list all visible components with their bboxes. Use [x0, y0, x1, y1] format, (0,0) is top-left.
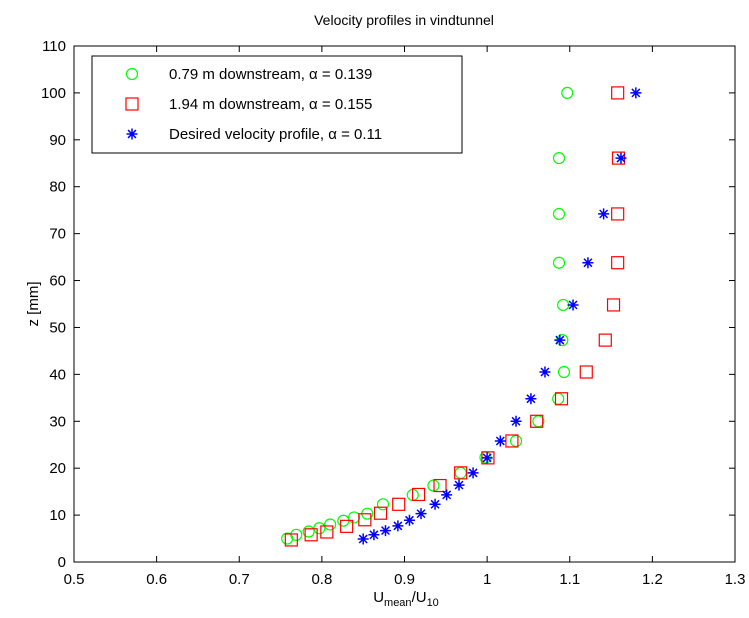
data-markers — [281, 86, 642, 547]
x-axis-label-sub2: 10 — [427, 597, 439, 609]
data-point-asterisk — [539, 366, 551, 378]
data-point-circle — [552, 207, 566, 221]
data-point-square — [284, 533, 298, 547]
data-point-asterisk — [453, 479, 465, 491]
y-tick-label: 30 — [49, 413, 66, 430]
x-tick-label: 0.9 — [394, 571, 415, 588]
data-point-square — [606, 298, 621, 312]
data-point-square — [340, 519, 354, 533]
data-point-square — [454, 466, 468, 480]
data-point-square — [530, 414, 544, 428]
data-point-square — [611, 207, 625, 221]
series-asterisk — [357, 87, 642, 545]
x-tick-label: 1.3 — [725, 571, 746, 588]
data-point-square — [320, 525, 334, 539]
data-point-asterisk — [567, 299, 579, 311]
y-tick-label: 50 — [49, 319, 66, 336]
data-point-square — [304, 528, 318, 542]
data-point-square — [611, 256, 625, 270]
data-point-circle — [427, 479, 440, 492]
x-tick-label: 1.2 — [642, 571, 663, 588]
chart-title: Velocity profiles in vindtunnel — [314, 12, 494, 28]
axis-ticks: 0.5 0.6 0.7 0.8 0.9 1 1.1 1.2 1.3 0 10 20 30 40 50 60 70… — [41, 38, 745, 588]
data-point-asterisk — [379, 525, 391, 537]
legend-marker-circle — [125, 67, 139, 81]
y-tick-label: 40 — [49, 366, 66, 383]
x-axis-label-sub1: mean — [384, 597, 412, 609]
legend-label: 1.94 m downstream, α = 0.155 — [169, 96, 372, 113]
x-axis-label: Umean/U10 — [373, 589, 439, 609]
data-point-square — [598, 333, 612, 347]
y-tick-label: 110 — [42, 38, 66, 55]
data-point-circle — [376, 498, 390, 511]
x-tick-label: 0.5 — [64, 571, 85, 588]
legend-label: Desired velocity profile, α = 0.11 — [169, 126, 382, 143]
data-point-asterisk — [510, 415, 522, 427]
y-tick-label: 0 — [58, 554, 66, 571]
data-point-asterisk — [598, 208, 610, 220]
data-point-asterisk — [615, 152, 627, 164]
legend-label: 0.79 m downstream, α = 0.139 — [169, 66, 372, 83]
x-tick-label: 0.8 — [311, 571, 332, 588]
data-point-circle — [552, 152, 566, 165]
data-point-square — [554, 392, 569, 406]
x-tick-label: 0.7 — [229, 571, 250, 588]
data-point-circle — [557, 365, 571, 379]
data-point-asterisk — [429, 498, 441, 510]
data-point-asterisk — [467, 467, 479, 479]
data-point-asterisk — [403, 514, 415, 526]
y-tick-label: 90 — [49, 132, 66, 149]
data-point-square — [392, 497, 406, 511]
data-point-asterisk — [630, 87, 642, 99]
data-point-circle — [552, 256, 566, 269]
x-tick-label: 0.6 — [146, 571, 167, 588]
series-square — [284, 86, 626, 547]
y-tick-label: 20 — [49, 460, 66, 477]
data-point-asterisk — [525, 393, 537, 405]
data-point-square — [505, 434, 519, 448]
data-point-asterisk — [582, 257, 594, 269]
legend-marker-asterisk — [126, 128, 138, 140]
y-tick-label: 70 — [49, 226, 66, 243]
data-point-asterisk — [481, 452, 493, 464]
y-tick-label: 100 — [41, 85, 66, 102]
legend-marker-square — [125, 97, 139, 111]
data-point-square — [611, 86, 625, 100]
data-point-circle — [302, 525, 315, 538]
data-point-asterisk — [368, 529, 380, 541]
y-tick-label: 80 — [49, 179, 66, 196]
legend: 0.79 m downstream, α = 0.139 1.94 m downs… — [91, 55, 463, 154]
x-tick-label: 1 — [483, 571, 491, 588]
data-point-circle — [324, 518, 337, 531]
data-point-square — [373, 506, 388, 520]
y-tick-label: 60 — [49, 273, 66, 290]
x-tick-label: 1.1 — [559, 571, 580, 588]
y-axis-label: z [mm] — [25, 282, 42, 327]
data-point-asterisk — [441, 489, 453, 501]
x-axis-label-mid: /U — [412, 589, 427, 606]
data-point-square — [433, 478, 447, 493]
data-point-circle — [347, 511, 361, 524]
data-point-square — [358, 513, 372, 527]
data-point-asterisk — [415, 508, 427, 520]
data-point-circle — [290, 528, 303, 541]
data-point-asterisk — [392, 520, 404, 532]
legend-box — [91, 55, 463, 154]
data-point-asterisk — [357, 533, 369, 545]
x-axis-label-base: U — [373, 589, 384, 606]
data-point-asterisk — [554, 334, 566, 346]
data-point-square — [411, 487, 426, 502]
data-point-asterisk — [494, 435, 506, 447]
data-point-circle — [561, 86, 574, 100]
data-point-square — [579, 365, 593, 379]
y-tick-label: 10 — [49, 507, 66, 524]
